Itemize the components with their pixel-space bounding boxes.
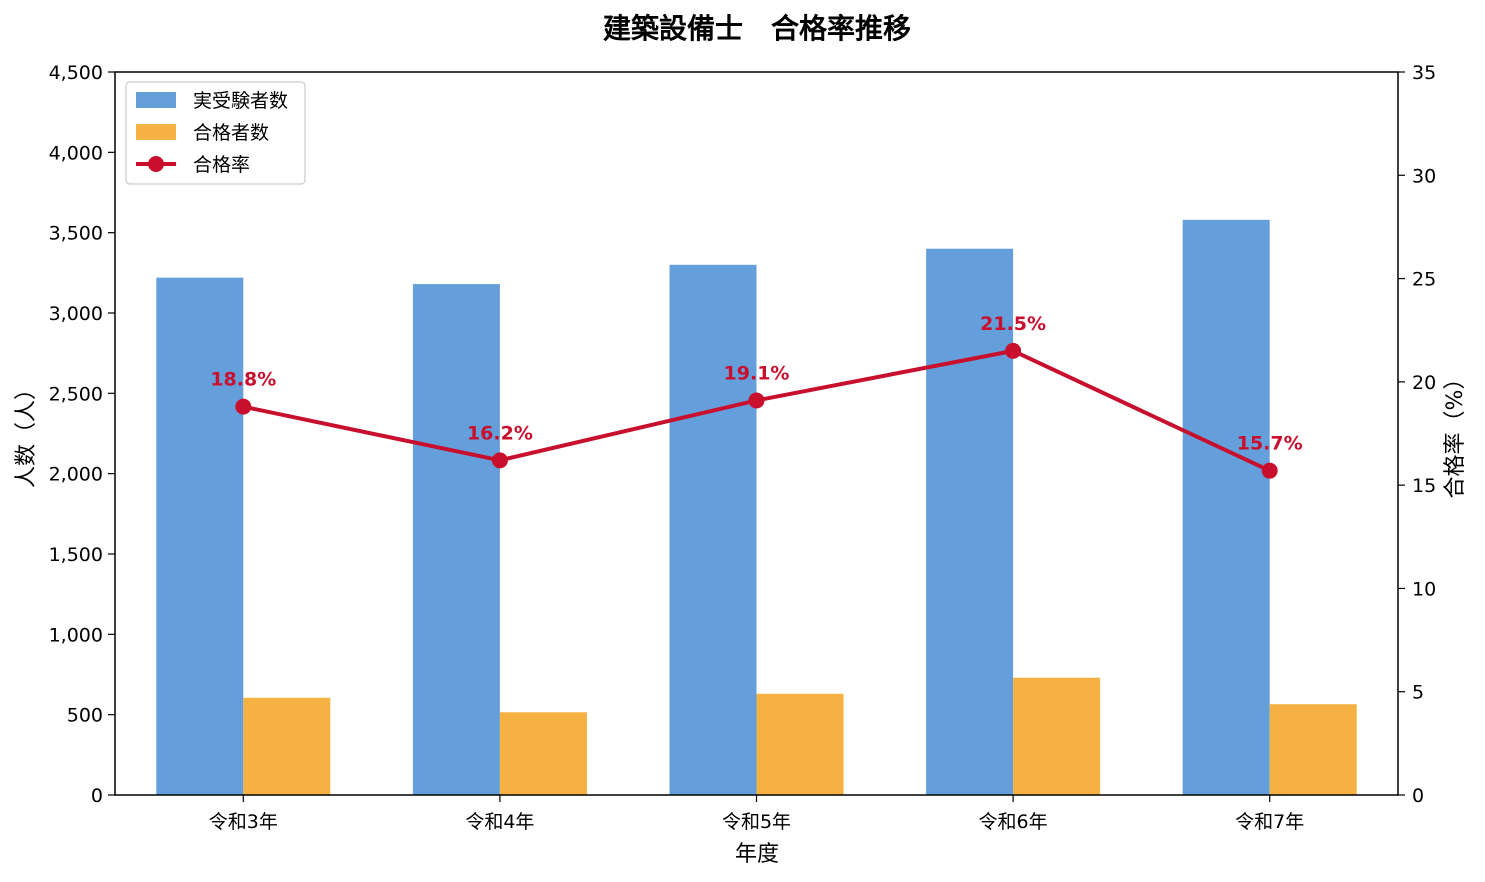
bar-examinees-4 xyxy=(926,248,1014,795)
rate-point-3 xyxy=(748,392,765,409)
x-tick-label: 令和3年 xyxy=(209,811,278,833)
y-tick-label: 2,500 xyxy=(49,383,103,405)
y-tick-label: 4,000 xyxy=(49,142,103,164)
bar-examinees-1 xyxy=(156,277,244,795)
y2-tick-label: 10 xyxy=(1412,578,1436,600)
y-tick-label: 3,000 xyxy=(49,303,103,325)
y-tick-label: 1,000 xyxy=(49,624,103,646)
rate-point-2 xyxy=(491,452,508,469)
plot-area: 0 500 1,000 1,500 2,000 2,500 3,000 3,500 4,000 4… xyxy=(49,62,1437,833)
y-tick-label: 1,500 xyxy=(49,544,103,566)
rate-data-label: 16.2% xyxy=(467,422,533,444)
rate-point-1 xyxy=(235,398,252,415)
legend-label: 合格者数 xyxy=(193,122,269,144)
bar-examinees-2 xyxy=(412,284,500,795)
bar-passers-4 xyxy=(1013,677,1101,795)
y-tick-label: 0 xyxy=(91,785,103,807)
rate-point-5 xyxy=(1261,462,1278,479)
rate-point-4 xyxy=(1005,342,1022,359)
x-tick-label: 令和5年 xyxy=(722,811,791,833)
bar-passers-5 xyxy=(1269,704,1357,795)
legend-swatch-examinees xyxy=(136,92,176,108)
x-tick-label: 令和4年 xyxy=(465,811,534,833)
y2-tick-label: 35 xyxy=(1412,62,1436,84)
y-tick-label: 3,500 xyxy=(49,223,103,245)
rate-data-label: 18.8% xyxy=(210,369,276,391)
y-tick-label: 4,500 xyxy=(49,62,103,84)
legend-swatch-passers xyxy=(136,124,176,140)
y2-tick-label: 25 xyxy=(1412,269,1436,291)
y2-tick-label: 0 xyxy=(1412,785,1424,807)
y-tick-label: 2,000 xyxy=(49,464,103,486)
bar-passers-2 xyxy=(499,712,587,795)
bar-examinees-3 xyxy=(669,264,757,795)
y2-axis-label: 合格率（%） xyxy=(1443,368,1468,499)
x-axis-label: 年度 xyxy=(735,842,779,867)
y2-tick-label: 15 xyxy=(1412,475,1436,497)
legend-label: 合格率 xyxy=(193,154,250,176)
legend-swatch-rate-marker xyxy=(148,156,164,172)
y2-tick-label: 5 xyxy=(1412,682,1424,704)
rate-data-label: 19.1% xyxy=(724,362,790,384)
bar-passers-3 xyxy=(756,693,844,795)
y-tick-label: 500 xyxy=(67,705,103,727)
bar-examinees-5 xyxy=(1182,219,1270,795)
chart-title: 建築設備士 合格率推移 xyxy=(603,12,911,45)
legend-label: 実受験者数 xyxy=(193,90,288,112)
rate-data-label: 21.5% xyxy=(980,313,1046,335)
bar-passers-1 xyxy=(243,697,331,795)
y2-tick-label: 30 xyxy=(1412,165,1436,187)
x-tick-label: 令和7年 xyxy=(1235,811,1304,833)
y-axis-label: 人数（人） xyxy=(14,378,39,488)
x-tick-label: 令和6年 xyxy=(979,811,1048,833)
y2-tick-label: 20 xyxy=(1412,372,1436,394)
rate-data-label: 15.7% xyxy=(1237,433,1303,455)
